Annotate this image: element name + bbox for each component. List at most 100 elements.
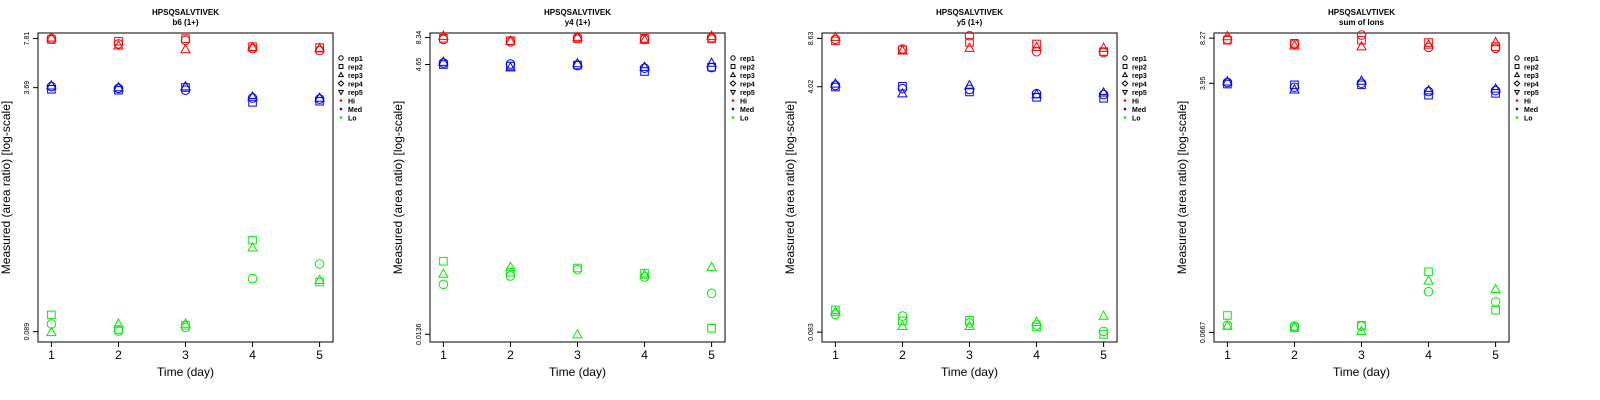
data-point-med-rep1 bbox=[247, 93, 258, 103]
data-point-med-rep3 bbox=[438, 56, 449, 66]
legend-label: rep5 bbox=[348, 90, 363, 97]
y-tick-label: 7.81 bbox=[24, 32, 31, 46]
y-axis-label: Measured (area ratio) [log-scale] bbox=[1175, 101, 1189, 274]
data-point-lo-rep1 bbox=[706, 288, 717, 299]
data-point-lo-rep2 bbox=[439, 256, 448, 266]
data-point-med-rep1 bbox=[314, 94, 325, 104]
legend-dot-lo bbox=[1123, 116, 1127, 119]
x-tick-label: 4 bbox=[1033, 348, 1040, 362]
legend-dot-med bbox=[1123, 107, 1127, 111]
legend-dot-hi bbox=[1515, 99, 1519, 102]
data-point-hi-rep2 bbox=[1290, 39, 1299, 48]
data-point-lo-rep1 bbox=[1490, 297, 1501, 307]
legend-label: rep3 bbox=[1524, 73, 1539, 80]
legend-label: rep1 bbox=[1132, 56, 1147, 63]
y-axis-label: Measured (area ratio) [log-scale] bbox=[391, 101, 405, 274]
data-point-med-rep2 bbox=[1357, 80, 1366, 90]
data-point-lo-rep3 bbox=[1098, 310, 1109, 320]
y-tick-label: 4.02 bbox=[808, 80, 815, 94]
data-point-lo-rep2 bbox=[707, 323, 716, 333]
data-point-hi-rep3 bbox=[1098, 42, 1109, 52]
x-tick-label: 2 bbox=[115, 348, 122, 362]
data-point-med-rep2 bbox=[898, 81, 907, 91]
data-point-lo-rep1 bbox=[505, 271, 516, 281]
legend-marker-rep4 bbox=[1121, 80, 1129, 87]
x-tick-label: 2 bbox=[899, 348, 906, 362]
data-point-lo-rep3 bbox=[1222, 320, 1233, 330]
data-point-hi-rep1 bbox=[113, 39, 124, 49]
x-axis-label: Time (day) bbox=[549, 365, 606, 379]
chart-title: HPSQSALVTIVEK bbox=[936, 8, 1003, 17]
x-tick-label: 2 bbox=[507, 348, 514, 362]
data-point-hi-rep3 bbox=[314, 42, 325, 53]
data-point-med-rep2 bbox=[1424, 90, 1433, 100]
y-tick-label: 0.0667 bbox=[1200, 322, 1207, 344]
legend-label: Lo bbox=[1524, 116, 1533, 123]
data-point-med-rep3 bbox=[1423, 84, 1434, 95]
x-tick-label: 2 bbox=[1291, 348, 1298, 362]
data-point-hi-rep1 bbox=[180, 35, 191, 46]
x-tick-label: 1 bbox=[1224, 348, 1231, 362]
data-point-lo-rep2 bbox=[1491, 305, 1500, 315]
data-point-med-rep1 bbox=[1098, 89, 1109, 100]
data-point-hi-rep3 bbox=[1356, 40, 1367, 51]
legend-dot-hi bbox=[731, 99, 735, 102]
data-point-hi-rep3 bbox=[1289, 39, 1300, 50]
x-tick-label: 5 bbox=[708, 348, 715, 362]
data-point-med-rep1 bbox=[964, 84, 975, 95]
data-point-lo-rep3 bbox=[1031, 316, 1042, 326]
legend-marker-rep1 bbox=[730, 55, 736, 61]
legend-label: rep5 bbox=[1524, 90, 1539, 97]
x-axis-label: Time (day) bbox=[157, 365, 214, 379]
data-point-med-rep1 bbox=[1423, 86, 1434, 97]
data-point-hi-rep2 bbox=[1424, 38, 1433, 47]
data-point-lo-rep3 bbox=[438, 268, 449, 278]
data-point-med-rep1 bbox=[830, 80, 841, 91]
legend-marker-rep2 bbox=[1514, 64, 1520, 69]
data-point-lo-rep1 bbox=[1222, 320, 1233, 331]
chart-title: HPSQSALVTIVEK bbox=[544, 8, 611, 17]
legend-label: rep4 bbox=[1132, 82, 1147, 89]
data-point-med-rep3 bbox=[314, 92, 325, 102]
data-point-med-rep1 bbox=[505, 59, 516, 69]
data-point-med-rep3 bbox=[706, 57, 717, 67]
data-point-lo-rep1 bbox=[314, 259, 325, 269]
data-point-lo-rep3 bbox=[46, 326, 57, 337]
data-point-lo-rep3 bbox=[180, 318, 191, 328]
data-point-hi-rep3 bbox=[113, 39, 124, 50]
legend-label: Hi bbox=[1132, 99, 1139, 106]
plot-frame bbox=[37, 32, 334, 343]
x-tick-label: 5 bbox=[1492, 348, 1499, 362]
legend-label: rep1 bbox=[348, 56, 363, 63]
data-point-hi-rep2 bbox=[1032, 39, 1041, 49]
data-point-med-rep1 bbox=[897, 83, 908, 94]
data-point-hi-rep2 bbox=[965, 38, 974, 47]
data-point-hi-rep2 bbox=[1357, 35, 1366, 45]
data-point-lo-rep2 bbox=[1032, 322, 1041, 332]
data-point-med-rep1 bbox=[46, 81, 57, 92]
data-point-lo-rep2 bbox=[1357, 320, 1366, 330]
data-point-hi-rep3 bbox=[572, 31, 583, 41]
chart-subtitle: y4 (1+) bbox=[565, 18, 591, 27]
legend-dot-lo bbox=[731, 116, 735, 119]
data-point-hi-rep1 bbox=[830, 34, 841, 45]
legend-label: Med bbox=[1132, 107, 1146, 114]
data-point-lo-rep3 bbox=[639, 269, 650, 279]
legend-label: rep5 bbox=[740, 90, 755, 97]
data-point-med-rep3 bbox=[180, 80, 191, 91]
data-point-lo-rep1 bbox=[1423, 286, 1434, 297]
legend-marker-rep3 bbox=[729, 71, 737, 78]
y-tick-label: 0.083 bbox=[808, 323, 815, 341]
x-axis-label: Time (day) bbox=[1333, 365, 1390, 379]
y-tick-label: 0.0136 bbox=[416, 323, 423, 345]
chart-subtitle: sum of Ions bbox=[1339, 18, 1384, 27]
legend-label: rep2 bbox=[348, 65, 363, 72]
data-point-lo-rep3 bbox=[1356, 325, 1367, 335]
data-point-lo-rep1 bbox=[247, 273, 258, 284]
data-point-lo-rep1 bbox=[572, 264, 583, 275]
legend-dot-lo bbox=[339, 116, 343, 119]
data-point-hi-rep3 bbox=[897, 44, 908, 55]
data-point-med-rep3 bbox=[830, 77, 841, 88]
data-point-med-rep3 bbox=[505, 61, 516, 72]
